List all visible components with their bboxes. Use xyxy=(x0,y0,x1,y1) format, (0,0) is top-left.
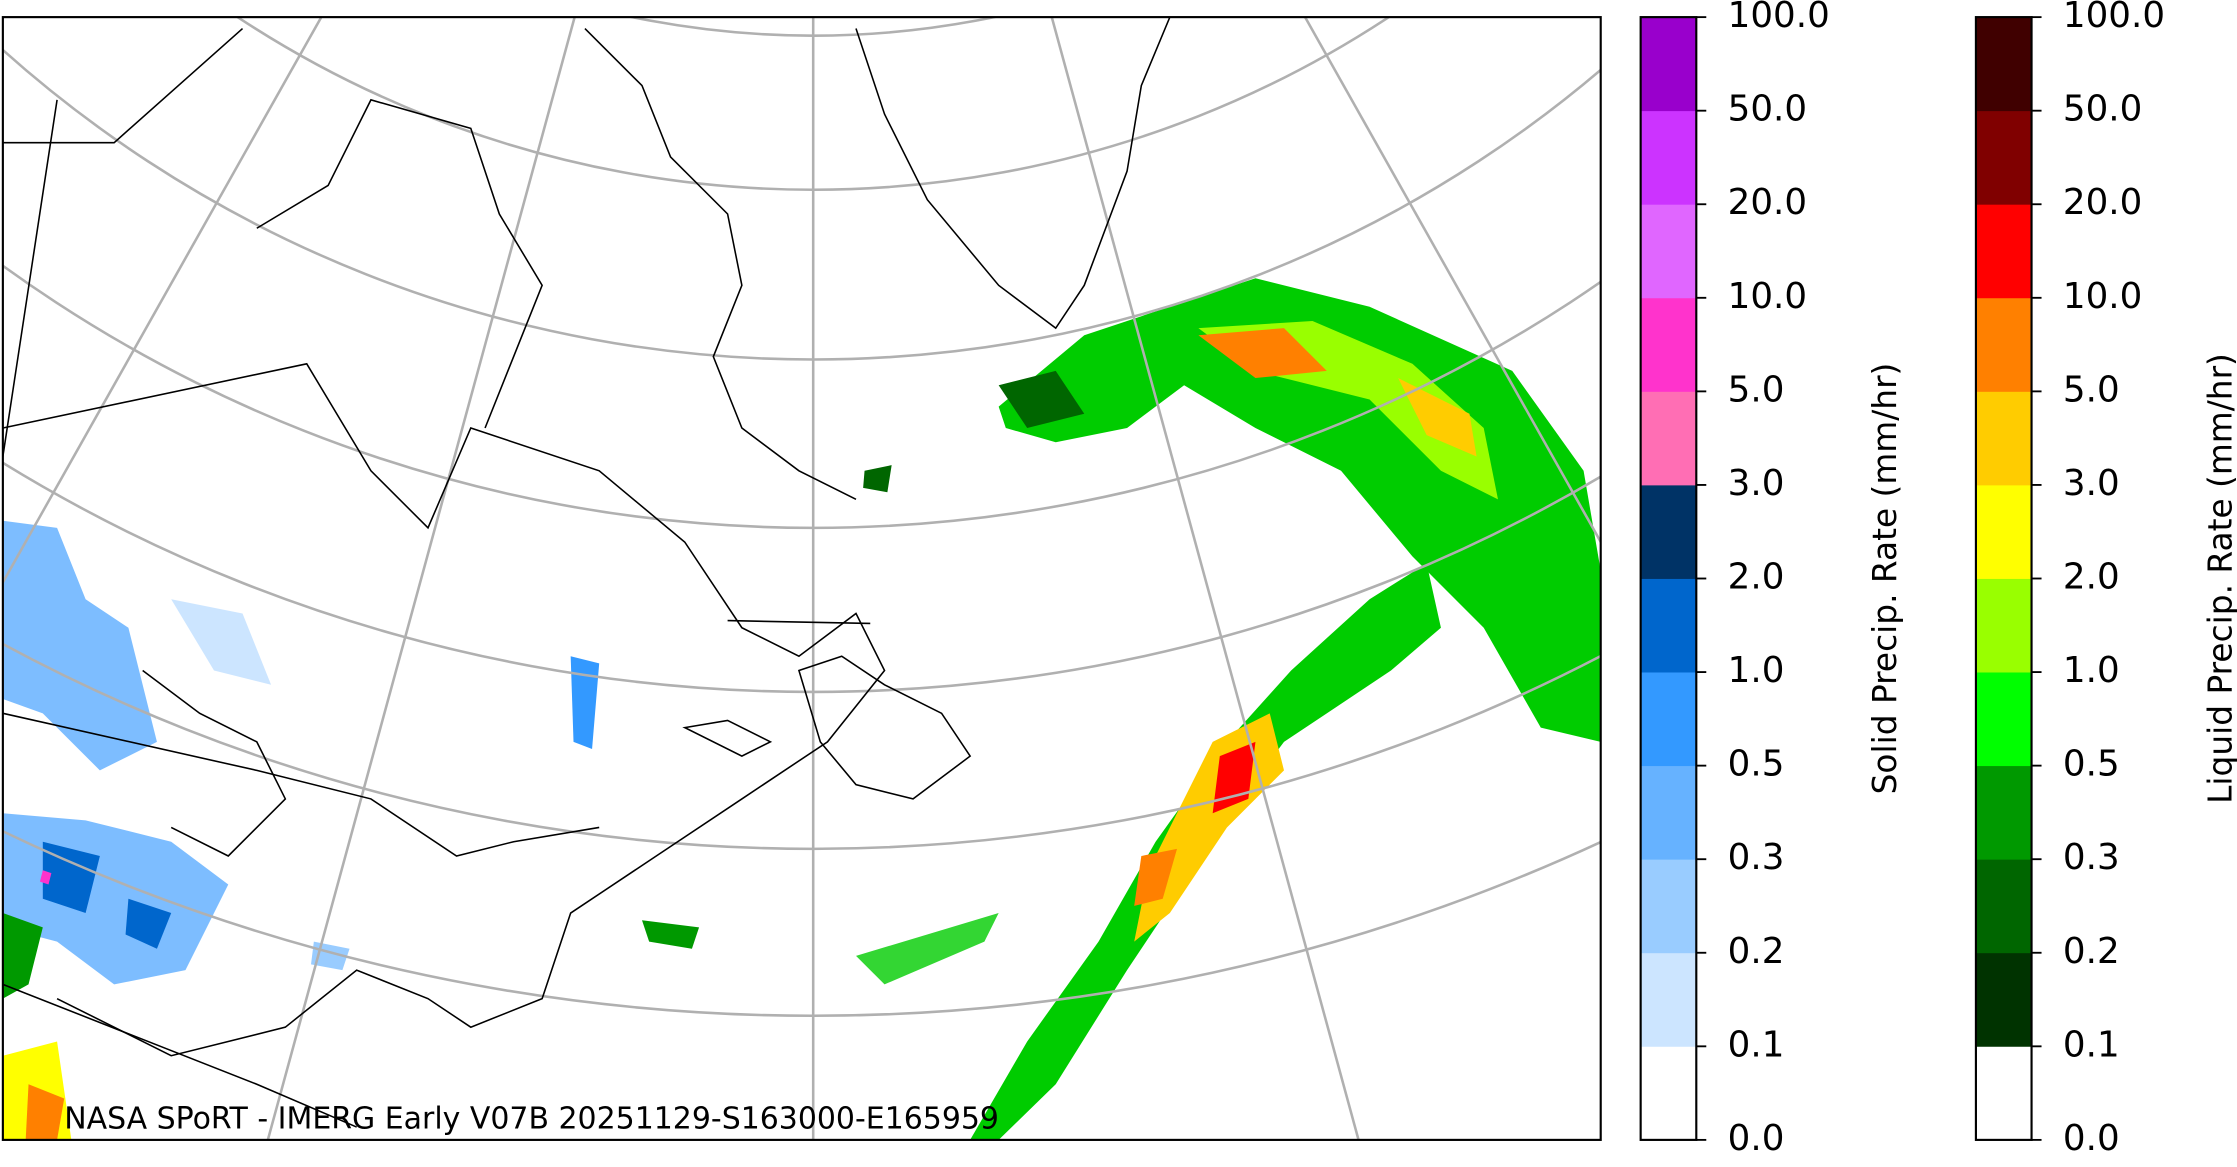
colorbar-segment xyxy=(1975,110,2032,205)
colorbar-title: Solid Precip. Rate (mm/hr) xyxy=(1866,363,1904,795)
colorbar-tick-label: 0.5 xyxy=(2063,744,2120,785)
colorbar-tick-label: 5.0 xyxy=(2063,369,2120,410)
colorbar-segment xyxy=(1640,297,1697,392)
colorbar-segment xyxy=(1640,765,1697,860)
colorbar-tick-label: 0.1 xyxy=(1728,1024,1785,1065)
colorbar-segment xyxy=(1975,672,2032,767)
colorbar-tick-label: 1.0 xyxy=(1728,650,1785,691)
colorbar-tick-label: 0.3 xyxy=(2063,837,2120,878)
colorbars: 0.0 0.1 0.2 0.3 0.5 1.0 2.0 3.0 5.0 10.0 20.0 50.0 1… xyxy=(1639,0,2237,1159)
colorbar-tick-label: 50.0 xyxy=(2063,89,2142,130)
colorbar-tick-label: 100.0 xyxy=(1728,0,1830,36)
colorbar-tick-label: 3.0 xyxy=(2063,463,2120,504)
colorbar-segment xyxy=(1975,578,2032,673)
colorbar-tick-label: 0.0 xyxy=(2063,1118,2120,1159)
colorbar-segment xyxy=(1975,391,2032,486)
colorbar-segment xyxy=(1975,297,2032,392)
colorbar-segment xyxy=(1640,110,1697,205)
colorbar-segment xyxy=(1640,17,1697,112)
colorbar-tick-label: 50.0 xyxy=(1728,89,1807,130)
colorbar-title: Liquid Precip. Rate (mm/hr) xyxy=(2201,353,2237,804)
colorbar-tick-label: 20.0 xyxy=(2063,182,2142,223)
colorbar-segment xyxy=(1975,952,2032,1047)
colorbar-tick-label: 10.0 xyxy=(2063,276,2142,317)
coastlines xyxy=(2,17,1171,1128)
map-caption: NASA SPoRT - IMERG Early V07B 20251129-S… xyxy=(64,1101,999,1136)
colorbar-tick-label: 3.0 xyxy=(1728,463,1785,504)
colorbar-segment xyxy=(1640,859,1697,954)
colorbar-tick-label: 2.0 xyxy=(1728,557,1785,598)
colorbar-segment xyxy=(1975,204,2032,299)
colorbar-tick-label: 0.2 xyxy=(2063,931,2120,972)
colorbar-segment xyxy=(1975,859,2032,954)
colorbar-tick-label: 1.0 xyxy=(2063,650,2120,691)
colorbar-tick-label: 0.1 xyxy=(2063,1024,2120,1065)
colorbar-segment xyxy=(1975,765,2032,860)
colorbar-tick-label: 5.0 xyxy=(1728,369,1785,410)
colorbar-segment xyxy=(1640,204,1697,299)
colorbar-segment xyxy=(1975,17,2032,112)
colorbar-segment xyxy=(1975,1046,2032,1141)
colorbar-tick-label: 0.0 xyxy=(1728,1118,1785,1159)
colorbar-tick-label: 20.0 xyxy=(1728,182,1807,223)
colorbar-tick-label: 10.0 xyxy=(1728,276,1807,317)
colorbar-segment xyxy=(1975,484,2032,579)
colorbar-tick-label: 0.5 xyxy=(1728,744,1785,785)
colorbar-segment xyxy=(1640,578,1697,673)
colorbar-segment xyxy=(1640,672,1697,767)
colorbar-tick-label: 0.2 xyxy=(1728,931,1785,972)
map-frame xyxy=(1,16,1602,1141)
colorbar-segment xyxy=(1640,952,1697,1047)
colorbar-segment xyxy=(1640,391,1697,486)
colorbar-segment xyxy=(1640,484,1697,579)
colorbar-tick-label: 100.0 xyxy=(2063,0,2165,36)
colorbar-tick-label: 0.3 xyxy=(1728,837,1785,878)
colorbar-tick-label: 2.0 xyxy=(2063,557,2120,598)
colorbar-segment xyxy=(1640,1046,1697,1141)
map-background xyxy=(2,17,1601,1140)
